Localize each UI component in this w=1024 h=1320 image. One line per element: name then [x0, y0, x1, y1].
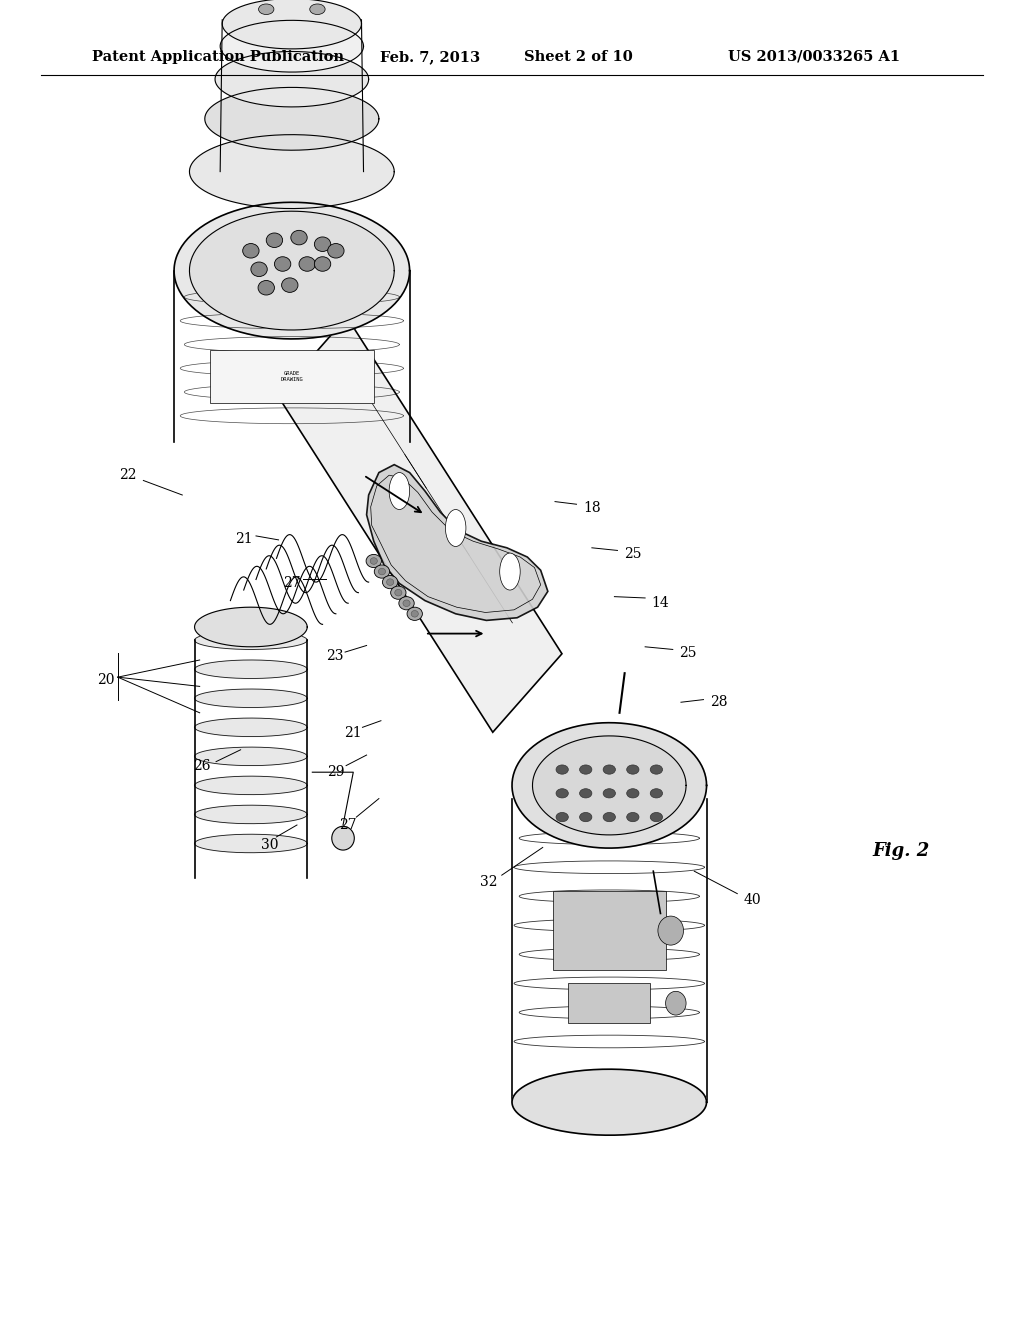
Polygon shape: [195, 607, 307, 647]
Ellipse shape: [258, 281, 274, 296]
Polygon shape: [210, 350, 374, 403]
Polygon shape: [568, 983, 650, 1023]
Ellipse shape: [274, 256, 291, 272]
Polygon shape: [195, 718, 307, 737]
Text: 25: 25: [624, 548, 642, 561]
Ellipse shape: [650, 788, 663, 797]
Ellipse shape: [395, 590, 401, 597]
Text: 30: 30: [260, 838, 279, 851]
Text: 29: 29: [327, 766, 345, 779]
Polygon shape: [195, 834, 307, 853]
Ellipse shape: [580, 812, 592, 821]
Polygon shape: [174, 202, 410, 339]
Polygon shape: [367, 465, 548, 620]
Polygon shape: [220, 20, 364, 73]
Ellipse shape: [556, 812, 568, 821]
Ellipse shape: [367, 554, 382, 568]
Ellipse shape: [389, 473, 410, 510]
Ellipse shape: [251, 261, 267, 277]
Polygon shape: [195, 805, 307, 824]
Text: 40: 40: [743, 894, 762, 907]
Text: Patent Application Publication: Patent Application Publication: [92, 50, 344, 63]
Ellipse shape: [556, 764, 568, 774]
Polygon shape: [278, 317, 562, 733]
Ellipse shape: [375, 565, 390, 578]
Ellipse shape: [371, 558, 377, 565]
Polygon shape: [553, 891, 666, 970]
Ellipse shape: [627, 788, 639, 797]
Ellipse shape: [332, 826, 354, 850]
Polygon shape: [222, 0, 361, 49]
Ellipse shape: [666, 991, 686, 1015]
Text: 18: 18: [583, 502, 601, 515]
Text: 21: 21: [344, 726, 362, 739]
Text: 28: 28: [710, 696, 728, 709]
Ellipse shape: [580, 788, 592, 797]
Text: 23: 23: [326, 649, 344, 663]
Polygon shape: [215, 51, 369, 107]
Ellipse shape: [580, 764, 592, 774]
Polygon shape: [532, 737, 686, 834]
Ellipse shape: [314, 256, 331, 272]
Ellipse shape: [383, 576, 398, 589]
Ellipse shape: [603, 764, 615, 774]
Ellipse shape: [299, 256, 315, 272]
Ellipse shape: [387, 579, 393, 586]
Text: Sheet 2 of 10: Sheet 2 of 10: [524, 50, 633, 63]
Ellipse shape: [282, 277, 298, 292]
Ellipse shape: [650, 812, 663, 821]
Ellipse shape: [658, 916, 684, 945]
Ellipse shape: [328, 243, 344, 259]
Text: Feb. 7, 2013: Feb. 7, 2013: [380, 50, 480, 63]
Polygon shape: [195, 689, 307, 708]
Ellipse shape: [603, 788, 615, 797]
Text: 21: 21: [234, 532, 253, 545]
Ellipse shape: [411, 611, 418, 618]
Ellipse shape: [445, 510, 466, 546]
Ellipse shape: [627, 764, 639, 774]
Polygon shape: [512, 1069, 707, 1135]
Text: 26: 26: [193, 759, 211, 772]
Ellipse shape: [379, 569, 385, 576]
Ellipse shape: [314, 238, 331, 251]
Text: 22: 22: [119, 469, 137, 482]
Text: GRADE
DRAWING: GRADE DRAWING: [281, 371, 303, 381]
Text: 25: 25: [679, 647, 697, 660]
Polygon shape: [195, 631, 307, 649]
Ellipse shape: [407, 607, 422, 620]
Text: 27: 27: [283, 577, 301, 590]
Text: 14: 14: [651, 597, 670, 610]
Polygon shape: [512, 723, 707, 847]
Ellipse shape: [391, 586, 407, 599]
Ellipse shape: [243, 243, 259, 259]
Text: US 2013/0033265 A1: US 2013/0033265 A1: [728, 50, 900, 63]
Polygon shape: [195, 747, 307, 766]
Ellipse shape: [309, 4, 326, 15]
Text: 27: 27: [339, 818, 357, 832]
Ellipse shape: [399, 597, 415, 610]
Ellipse shape: [500, 553, 520, 590]
Polygon shape: [205, 87, 379, 150]
Ellipse shape: [627, 812, 639, 821]
Text: 32: 32: [479, 875, 498, 888]
Text: 20: 20: [96, 673, 115, 686]
Ellipse shape: [258, 4, 273, 15]
Ellipse shape: [403, 601, 410, 607]
Polygon shape: [195, 660, 307, 678]
Ellipse shape: [556, 788, 568, 797]
Ellipse shape: [603, 812, 615, 821]
Ellipse shape: [266, 232, 283, 248]
Polygon shape: [195, 776, 307, 795]
Polygon shape: [189, 135, 394, 209]
Polygon shape: [189, 211, 394, 330]
Text: Fig. 2: Fig. 2: [872, 842, 930, 861]
Ellipse shape: [291, 231, 307, 246]
Ellipse shape: [650, 764, 663, 774]
